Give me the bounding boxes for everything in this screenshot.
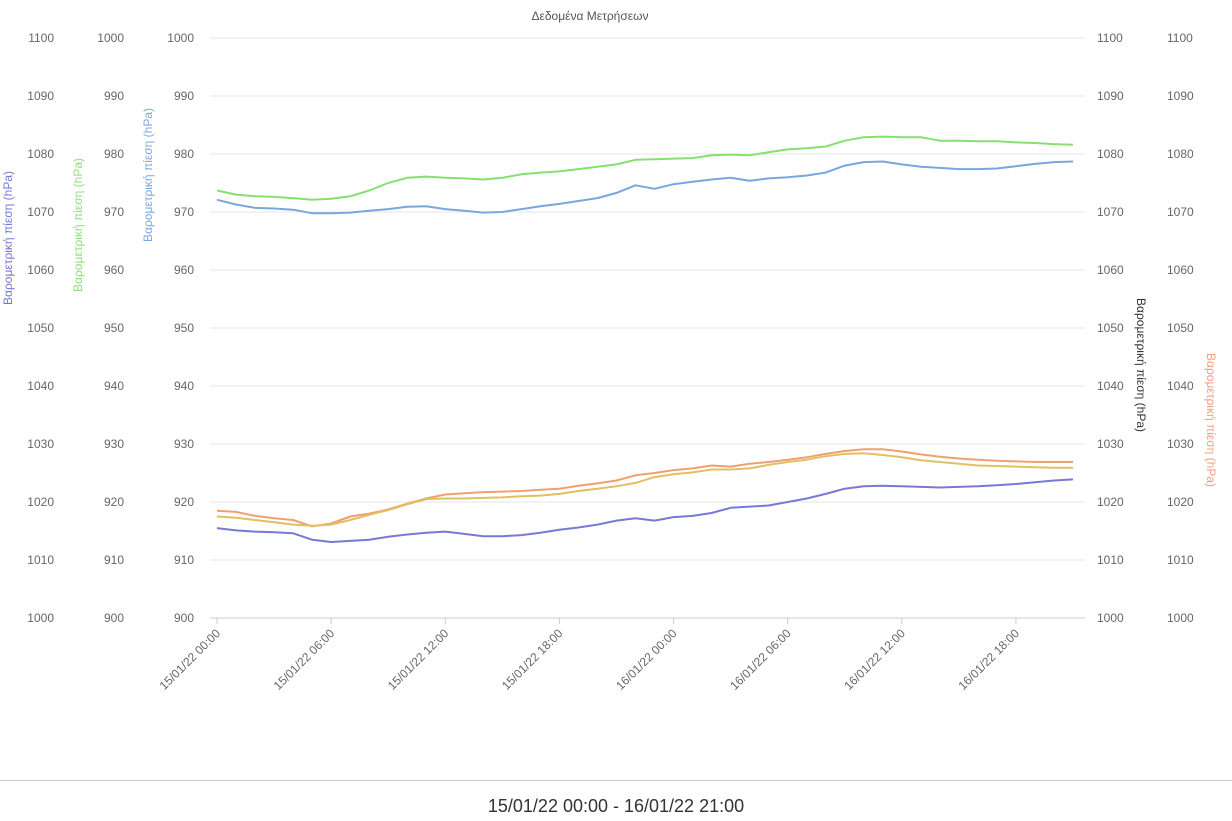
y-tick-label: 910 xyxy=(174,553,194,567)
y-tick-label: 1050 xyxy=(27,321,54,335)
y-tick-label: 1080 xyxy=(1097,147,1124,161)
axes: 1000 1010 1020 1030 1040 1050 1060 1070 1080 1090… xyxy=(1,31,1218,693)
y-tick-label: 1010 xyxy=(1167,553,1194,567)
y-tick-label: 1000 xyxy=(167,31,194,45)
y-tick-label: 940 xyxy=(104,379,124,393)
x-tick-label: 16/01/22 18:00 xyxy=(956,626,1023,693)
y-tick-label: 980 xyxy=(104,147,124,161)
y-tick-label: 950 xyxy=(174,321,194,335)
chart-title: Δεδομένα Μετρήσεων xyxy=(532,9,649,23)
y-tick-label: 990 xyxy=(104,89,124,103)
y-tick-label: 1010 xyxy=(27,553,54,567)
y-tick-label: 1000 xyxy=(27,611,54,625)
y-tick-label: 970 xyxy=(104,205,124,219)
y-tick-label: 940 xyxy=(174,379,194,393)
y-tick-label: 920 xyxy=(174,495,194,509)
y-tick-label: 1100 xyxy=(28,31,54,45)
y-tick-label: 1090 xyxy=(27,89,54,103)
y-tick-label: 1060 xyxy=(1097,263,1124,277)
chart: 1000 1010 1020 1030 1040 1050 1060 1070 1080 1090… xyxy=(1,9,1218,693)
y-tick-label: 1000 xyxy=(97,31,124,45)
y-tick-label: 1060 xyxy=(27,263,54,277)
y-tick-label: 1040 xyxy=(1167,379,1194,393)
y-tick-label: 1030 xyxy=(1097,437,1124,451)
y-tick-label: 1070 xyxy=(27,205,54,219)
y-tick-label: 1090 xyxy=(1097,89,1124,103)
y-tick-label: 1070 xyxy=(1097,205,1124,219)
y-tick-label: 1030 xyxy=(27,437,54,451)
y-tick-label: 980 xyxy=(174,147,194,161)
y-tick-label: 1000 xyxy=(1167,611,1194,625)
footer-divider xyxy=(0,780,1232,781)
y-tick-label: 970 xyxy=(174,205,194,219)
series-line-2 xyxy=(216,160,1074,215)
y-tick-label: 1080 xyxy=(1167,147,1194,161)
y-tick-label: 1020 xyxy=(1167,495,1194,509)
y-axis-title: Βαρομετρική πίεση (hPa) xyxy=(1204,353,1218,487)
y-tick-label: 1020 xyxy=(27,495,54,509)
y-tick-label: 1080 xyxy=(27,147,54,161)
series-line-3 xyxy=(216,448,1073,528)
series-line-4 xyxy=(216,452,1073,527)
y-tick-label: 1100 xyxy=(1097,31,1123,45)
x-tick-label: 15/01/22 12:00 xyxy=(385,626,452,693)
y-tick-label: 900 xyxy=(104,611,124,625)
y-tick-label: 910 xyxy=(104,553,124,567)
x-tick-label: 16/01/22 12:00 xyxy=(841,626,908,693)
y-tick-label: 1060 xyxy=(1167,263,1194,277)
y-tick-label: 1010 xyxy=(1097,553,1124,567)
x-tick-label: 15/01/22 18:00 xyxy=(499,626,566,693)
y-tick-label: 1090 xyxy=(1167,89,1194,103)
y-tick-label: 1000 xyxy=(1097,611,1124,625)
y-tick-label: 1030 xyxy=(1167,437,1194,451)
series-lines xyxy=(216,135,1074,543)
y-axis-title: Βαρομετρική πίεση (hPa) xyxy=(1134,298,1148,432)
y-tick-label: 950 xyxy=(104,321,124,335)
y-tick-label: 1050 xyxy=(1167,321,1194,335)
y-tick-label: 1020 xyxy=(1097,495,1124,509)
series-line-1 xyxy=(216,135,1074,201)
y-tick-label: 1070 xyxy=(1167,205,1194,219)
x-tick-label: 15/01/22 06:00 xyxy=(271,626,338,693)
y-axis-title: Βαρομετρική πίεση (hPa) xyxy=(141,108,155,242)
y-axis-title: Βαρομετρική πίεση (hPa) xyxy=(1,171,15,305)
y-axis-title: Βαρομετρική πίεση (hPa) xyxy=(71,158,85,292)
y-tick-label: 930 xyxy=(104,437,124,451)
x-tick-label: 16/01/22 06:00 xyxy=(727,626,794,693)
x-tick-label: 15/01/22 00:00 xyxy=(157,626,224,693)
y-tick-label: 1100 xyxy=(1167,31,1193,45)
y-tick-label: 920 xyxy=(104,495,124,509)
y-tick-label: 900 xyxy=(174,611,194,625)
y-tick-label: 990 xyxy=(174,89,194,103)
x-tick-label: 16/01/22 00:00 xyxy=(613,626,680,693)
y-tick-label: 960 xyxy=(174,263,194,277)
y-tick-label: 1040 xyxy=(1097,379,1124,393)
y-tick-label: 930 xyxy=(174,437,194,451)
series-line-5 xyxy=(216,478,1074,543)
y-tick-label: 1040 xyxy=(27,379,54,393)
y-tick-label: 960 xyxy=(104,263,124,277)
y-tick-label: 1050 xyxy=(1097,321,1124,335)
date-range: 15/01/22 00:00 - 16/01/22 21:00 xyxy=(487,796,745,816)
gridlines xyxy=(210,37,1085,619)
